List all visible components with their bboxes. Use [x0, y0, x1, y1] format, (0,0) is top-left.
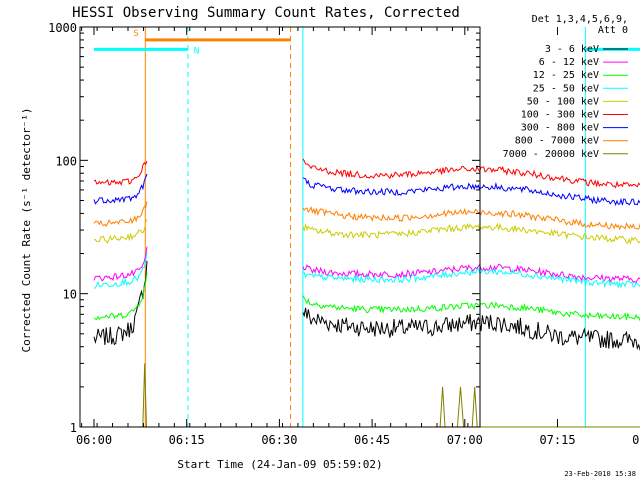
- series-6: [93, 173, 640, 207]
- series-6-segment-1: [302, 177, 640, 207]
- plot-marks: SN: [93, 27, 640, 428]
- series-3: [93, 252, 640, 289]
- series-2: [93, 272, 640, 322]
- legend-label-5: 100 - 300 keV: [521, 110, 599, 121]
- x-tick-label-6: 07:30: [632, 433, 640, 447]
- legend-label-6: 300 - 800 keV: [521, 123, 599, 134]
- series-0-segment-0: [93, 260, 148, 346]
- series-1-segment-1: [302, 263, 640, 284]
- y-tick-label-2: 100: [55, 154, 77, 168]
- series-2-segment-1: [302, 295, 640, 322]
- legend-label-3: 25 - 50 keV: [533, 83, 599, 94]
- legend-header-1: Att 0: [598, 25, 628, 36]
- series-5-segment-0: [93, 160, 148, 187]
- series-5-segment-1: [302, 158, 640, 189]
- series-4-segment-1: [302, 222, 640, 245]
- y-axis-label: Corrected Count Rate (s⁻¹ detector⁻¹): [20, 107, 33, 352]
- series-4: [93, 219, 640, 245]
- footer-timestamp: 23-Feb-2010 15:38: [564, 470, 636, 478]
- y-tick-label-0: 1: [70, 421, 77, 435]
- night-label: N: [194, 46, 199, 56]
- legend-label-4: 50 - 100 keV: [527, 96, 599, 107]
- x-axis-label: Start Time (24-Jan-09 05:59:02): [177, 458, 382, 471]
- series-1-segment-0: [93, 246, 148, 282]
- x-tick-label-2: 06:30: [261, 433, 297, 447]
- legend-label-2: 12 - 25 keV: [533, 70, 599, 81]
- plot-frame: [79, 26, 481, 428]
- x-tick-label-0: 06:00: [76, 433, 112, 447]
- series-0-segment-1: [302, 307, 640, 352]
- legend-header-0: Det 1,3,4,5,6,9,: [532, 14, 628, 25]
- series-3-segment-1: [302, 267, 640, 289]
- y-tick-label-3: 1000: [48, 21, 77, 35]
- saa-label: S: [133, 29, 138, 39]
- series-3-segment-0: [93, 252, 148, 289]
- legend: Det 1,3,4,5,6,9,Att 0 3 - 6 keV 6 - 12 keV…: [503, 14, 628, 160]
- y-tick-label-1: 10: [63, 288, 77, 302]
- series-7-segment-1: [302, 206, 640, 231]
- series-2-segment-0: [93, 272, 148, 321]
- series-0: [93, 260, 640, 352]
- chart-title: HESSI Observing Summary Count Rates, Cor…: [72, 5, 460, 21]
- series-4-segment-0: [93, 219, 148, 244]
- series-6-segment-0: [93, 173, 148, 205]
- legend-label-8: 7000 - 20000 keV: [503, 149, 599, 160]
- legend-label-7: 800 - 7000 keV: [515, 136, 599, 147]
- x-tick-label-1: 06:15: [169, 433, 205, 447]
- series-1: [93, 246, 640, 284]
- x-tick-label-5: 07:15: [539, 433, 575, 447]
- series-7: [93, 201, 640, 231]
- series-7-segment-0: [93, 201, 148, 228]
- legend-label-0: 3 - 6 keV: [545, 44, 599, 55]
- x-tick-label-4: 07:00: [447, 433, 483, 447]
- legend-label-1: 6 - 12 keV: [539, 57, 599, 68]
- axes: 1 10 100 1000 06:00 06:15 06:30 06:45 07:00 07:15…: [48, 21, 640, 447]
- series-5: [93, 158, 640, 189]
- x-tick-label-3: 06:45: [354, 433, 390, 447]
